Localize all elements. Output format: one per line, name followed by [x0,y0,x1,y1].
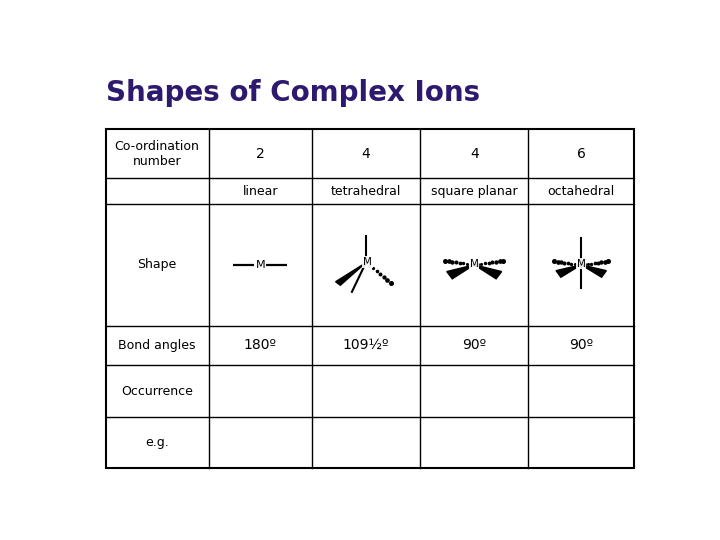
Text: Occurrence: Occurrence [121,384,193,397]
Text: 90º: 90º [569,338,593,352]
Text: tetrahedral: tetrahedral [330,185,401,198]
Polygon shape [447,265,474,279]
Text: octahedral: octahedral [548,185,615,198]
Text: Shapes of Complex Ions: Shapes of Complex Ions [106,79,480,107]
Text: 90º: 90º [462,338,486,352]
Text: linear: linear [243,185,278,198]
Polygon shape [474,265,502,279]
Bar [106,129,634,468]
Text: e.g.: e.g. [145,436,169,449]
Text: M: M [256,260,265,270]
Text: square planar: square planar [431,185,518,198]
Text: Bond angles: Bond angles [118,339,196,352]
Text: M: M [363,257,372,267]
Text: M: M [577,259,585,268]
Text: M: M [469,259,479,268]
Polygon shape [581,265,606,277]
Text: 4: 4 [361,147,370,161]
Text: Co-ordination
number: Co-ordination number [114,140,199,168]
Text: 4: 4 [470,147,479,161]
Text: 2: 2 [256,147,264,161]
Polygon shape [556,265,581,277]
Polygon shape [336,263,366,285]
Text: 6: 6 [577,147,585,161]
Text: 180º: 180º [243,338,276,352]
Text: 109½º: 109½º [343,338,389,352]
Text: Shape: Shape [138,258,177,271]
